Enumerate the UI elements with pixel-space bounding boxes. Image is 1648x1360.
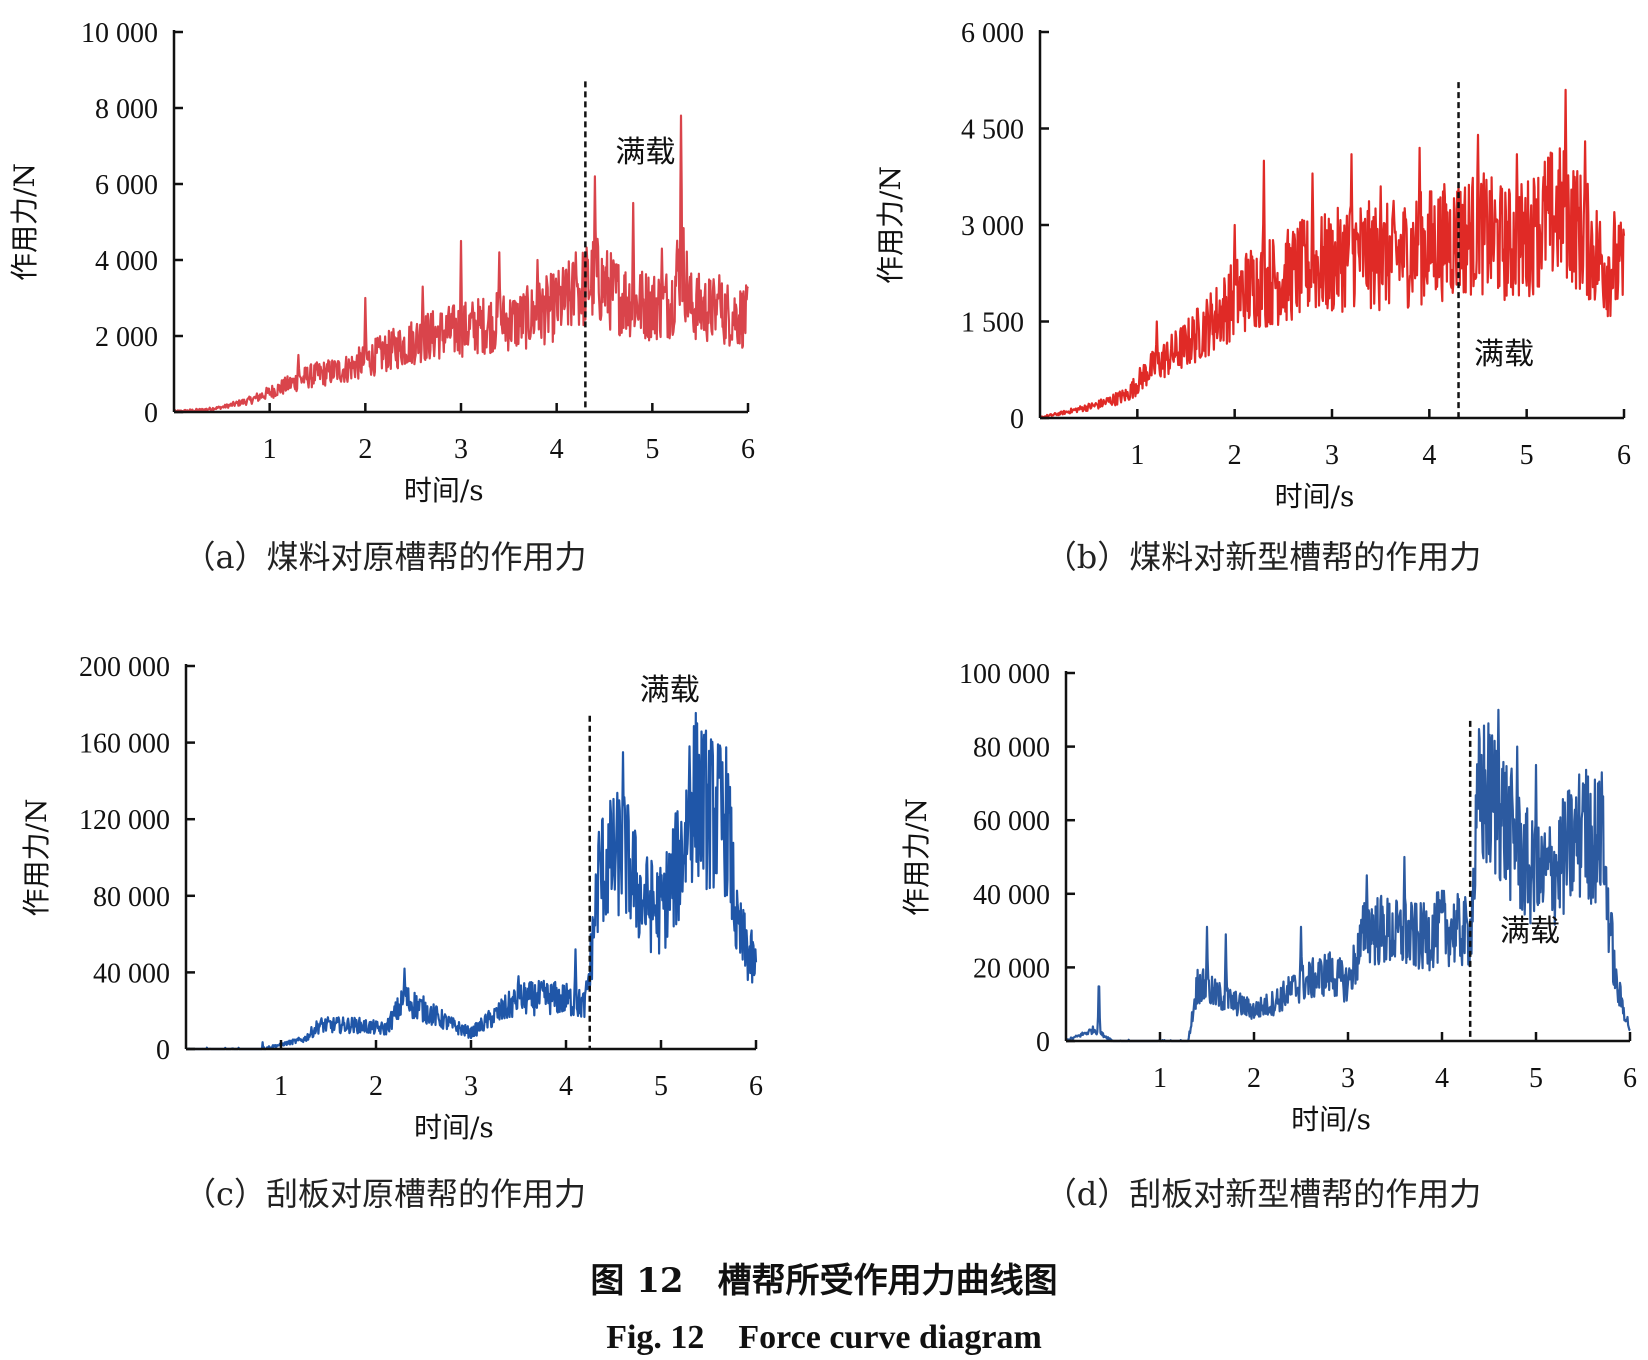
x-tick-label: 2 <box>1247 1063 1261 1094</box>
x-tick-label: 3 <box>1341 1063 1355 1094</box>
y-tick-label: 0 <box>1036 1027 1050 1058</box>
y-tick-label: 160 000 <box>79 729 170 760</box>
y-axis-label: 作用力/N <box>900 798 933 916</box>
y-tick-label: 80 000 <box>93 882 170 913</box>
full-load-annotation: 满载 <box>1474 337 1534 372</box>
x-tick-label: 4 <box>1422 440 1436 471</box>
full-load-annotation: 满载 <box>1500 914 1560 949</box>
y-tick-label: 20 000 <box>973 953 1050 984</box>
y-tick-label: 120 000 <box>79 805 170 836</box>
series-line <box>185 711 758 1051</box>
y-tick-label: 4 000 <box>95 246 158 277</box>
y-axis-label: 作用力/N <box>20 799 53 917</box>
x-tick-label: 6 <box>741 434 755 465</box>
series-line <box>1039 88 1626 420</box>
y-tick-label: 200 000 <box>79 652 170 683</box>
x-tick-label: 5 <box>654 1071 668 1102</box>
x-axis-label: 时间/s <box>1275 480 1355 513</box>
x-tick-label: 3 <box>464 1071 478 1102</box>
y-tick-label: 100 000 <box>959 659 1050 690</box>
series-line <box>173 114 749 414</box>
y-tick-label: 60 000 <box>973 806 1050 837</box>
y-tick-label: 0 <box>1010 404 1024 435</box>
x-tick-label: 5 <box>1520 440 1534 471</box>
y-tick-label: 0 <box>156 1035 170 1066</box>
x-tick-label: 4 <box>1435 1063 1449 1094</box>
x-tick-label: 4 <box>559 1071 573 1102</box>
panel-caption: （a）煤料对原槽帮的作用力 <box>183 538 586 576</box>
panel-a: 0 2 000 4 000 6 000 8 000 10 000 1 2 3 4 5 6 时间/s 作用力… <box>8 18 755 576</box>
panel-d: 0 20 000 40 000 60 000 80 000 100 000 1 2 3 4 5 6 时间… <box>900 659 1637 1213</box>
y-tick-label: 6 000 <box>961 18 1024 49</box>
y-tick-label: 6 000 <box>95 170 158 201</box>
panel-b: 0 1 500 3 000 4 500 6 000 1 2 3 4 5 6 时间/s 作用力/N 满载 （b… <box>874 18 1631 576</box>
panel-caption: （d）刮板对新型槽帮的作用力 <box>1045 1175 1482 1213</box>
x-tick-label: 2 <box>1228 440 1242 471</box>
x-tick-label: 5 <box>645 434 659 465</box>
x-tick-label: 6 <box>1617 440 1631 471</box>
y-tick-label: 2 000 <box>95 322 158 353</box>
figure-title-en: Fig. 12 Force curve diagram <box>606 1319 1042 1356</box>
x-tick-label: 1 <box>274 1071 288 1102</box>
x-tick-label: 1 <box>263 434 277 465</box>
x-tick-label: 3 <box>454 434 468 465</box>
figure-title-cn: 图 12 槽帮所受作用力曲线图 <box>590 1261 1057 1301</box>
x-tick-label: 1 <box>1153 1063 1167 1094</box>
x-tick-label: 2 <box>358 434 372 465</box>
series-line <box>1065 708 1631 1043</box>
x-tick-label: 6 <box>749 1071 763 1102</box>
panel-c: 0 40 000 80 000 120 000 160 000 200 000 1 2 3 4 5 6… <box>20 652 763 1213</box>
x-tick-label: 4 <box>550 434 564 465</box>
y-tick-label: 8 000 <box>95 94 158 125</box>
y-axis-label: 作用力/N <box>874 166 907 284</box>
panel-caption: （c）刮板对原槽帮的作用力 <box>184 1175 586 1213</box>
y-tick-label: 1 500 <box>961 308 1024 339</box>
x-axis-label: 时间/s <box>404 474 484 507</box>
x-axis-label: 时间/s <box>414 1111 494 1144</box>
y-tick-label: 40 000 <box>93 958 170 989</box>
panel-caption: （b）煤料对新型槽帮的作用力 <box>1045 538 1482 576</box>
x-axis-label: 时间/s <box>1291 1103 1371 1136</box>
y-tick-label: 3 000 <box>961 211 1024 242</box>
x-tick-label: 2 <box>369 1071 383 1102</box>
x-tick-label: 6 <box>1623 1063 1637 1094</box>
y-tick-label: 0 <box>144 398 158 429</box>
x-tick-label: 3 <box>1325 440 1339 471</box>
x-tick-label: 1 <box>1130 440 1144 471</box>
y-axis-label: 作用力/N <box>8 163 41 281</box>
y-tick-label: 10 000 <box>81 18 158 49</box>
y-tick-label: 4 500 <box>961 115 1024 146</box>
full-load-annotation: 满载 <box>615 135 675 170</box>
full-load-annotation: 满载 <box>640 673 700 708</box>
y-tick-label: 80 000 <box>973 733 1050 764</box>
y-tick-label: 40 000 <box>973 880 1050 911</box>
x-tick-label: 5 <box>1529 1063 1543 1094</box>
